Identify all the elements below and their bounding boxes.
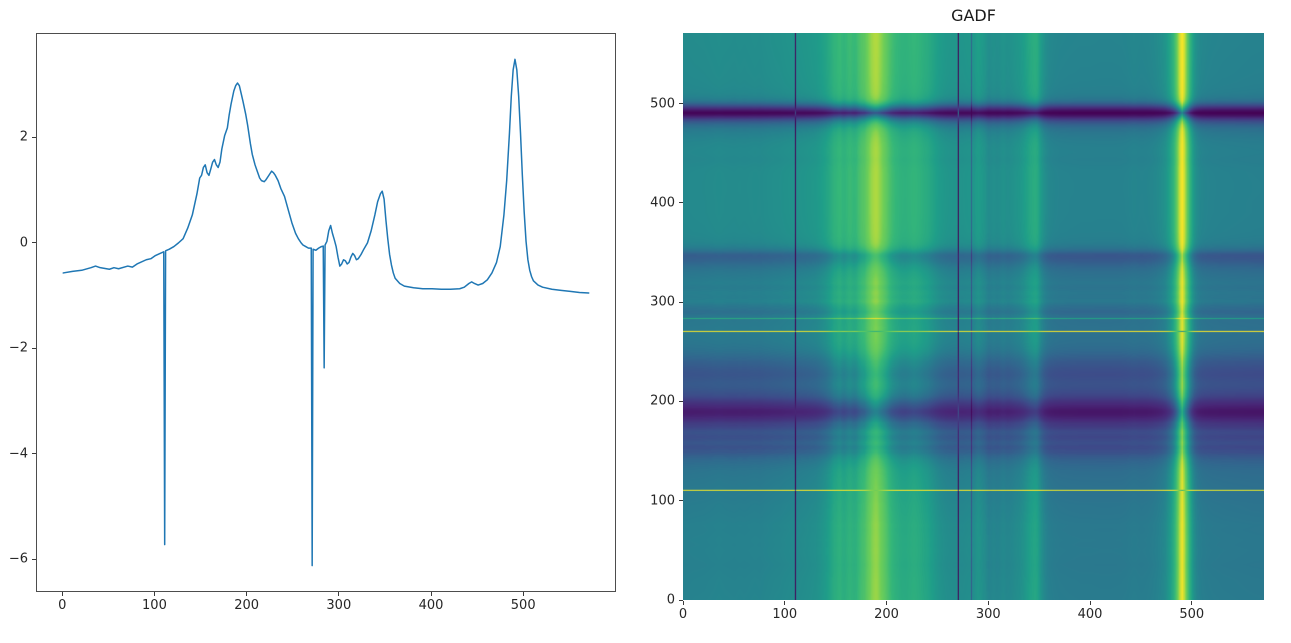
line-y-tick-mark bbox=[32, 347, 36, 349]
line-plot-svg bbox=[62, 58, 590, 567]
line-y-tick-label: 0 bbox=[19, 235, 28, 251]
gadf-y-tick-label: 100 bbox=[650, 493, 675, 509]
line-x-tick-mark bbox=[246, 592, 248, 596]
gadf-heatmap-canvas bbox=[683, 33, 1264, 600]
gadf-y-tick-mark bbox=[679, 202, 683, 204]
line-x-tick-label: 400 bbox=[418, 598, 444, 613]
line-x-tick-label: 0 bbox=[58, 598, 67, 613]
line-y-tick-mark bbox=[32, 558, 36, 560]
line-x-tick-mark bbox=[61, 592, 63, 596]
line-y-tick-label: −2 bbox=[8, 340, 28, 356]
gadf-x-tick-label: 500 bbox=[1179, 607, 1205, 622]
gadf-x-tick-mark bbox=[886, 601, 887, 605]
gadf-y-tick-label: 200 bbox=[650, 393, 675, 409]
line-y-tick-mark bbox=[32, 136, 36, 138]
gadf-y-tick-mark bbox=[679, 500, 683, 502]
line-y-tick-label: 2 bbox=[19, 129, 28, 145]
gadf-x-tick-mark bbox=[682, 601, 684, 605]
line-x-tick-label: 500 bbox=[510, 598, 536, 613]
gadf-x-tick-label: 0 bbox=[678, 607, 688, 622]
gadf-y-tick-label: 0 bbox=[666, 592, 675, 608]
gadf-x-tick-mark bbox=[1089, 601, 1091, 605]
line-series-path bbox=[62, 58, 590, 567]
gadf-x-tick-label: 200 bbox=[874, 607, 899, 622]
gadf-y-tick-mark bbox=[679, 400, 683, 402]
line-y-tick-label: −4 bbox=[8, 446, 28, 462]
gadf-y-tick-label: 500 bbox=[650, 96, 675, 111]
gadf-y-tick-label: 300 bbox=[650, 294, 675, 310]
gadf-x-tick-label: 400 bbox=[1077, 607, 1103, 622]
gadf-x-tick-mark bbox=[784, 601, 786, 605]
line-x-tick-mark bbox=[522, 592, 524, 596]
line-x-tick-label: 200 bbox=[234, 598, 260, 613]
gadf-y-tick-label: 400 bbox=[650, 195, 675, 211]
line-x-tick-mark bbox=[430, 592, 432, 596]
line-x-tick-label: 300 bbox=[326, 598, 352, 613]
gadf-x-tick-mark bbox=[987, 601, 989, 605]
line-plot-axes bbox=[36, 33, 616, 592]
line-y-tick-mark bbox=[32, 242, 36, 244]
line-y-tick-label: −6 bbox=[8, 551, 28, 567]
gadf-y-tick-mark bbox=[679, 599, 683, 601]
gadf-plot-title: GADF bbox=[951, 6, 996, 25]
gadf-x-tick-mark bbox=[1191, 601, 1193, 605]
gadf-x-tick-label: 300 bbox=[975, 607, 1001, 622]
line-x-tick-mark bbox=[338, 592, 340, 596]
line-x-tick-mark bbox=[153, 592, 155, 596]
gadf-x-tick-label: 100 bbox=[772, 607, 798, 622]
line-y-tick-mark bbox=[32, 453, 36, 455]
gadf-y-tick-mark bbox=[679, 103, 683, 104]
line-x-tick-label: 100 bbox=[142, 598, 167, 613]
gadf-y-tick-mark bbox=[679, 301, 683, 303]
